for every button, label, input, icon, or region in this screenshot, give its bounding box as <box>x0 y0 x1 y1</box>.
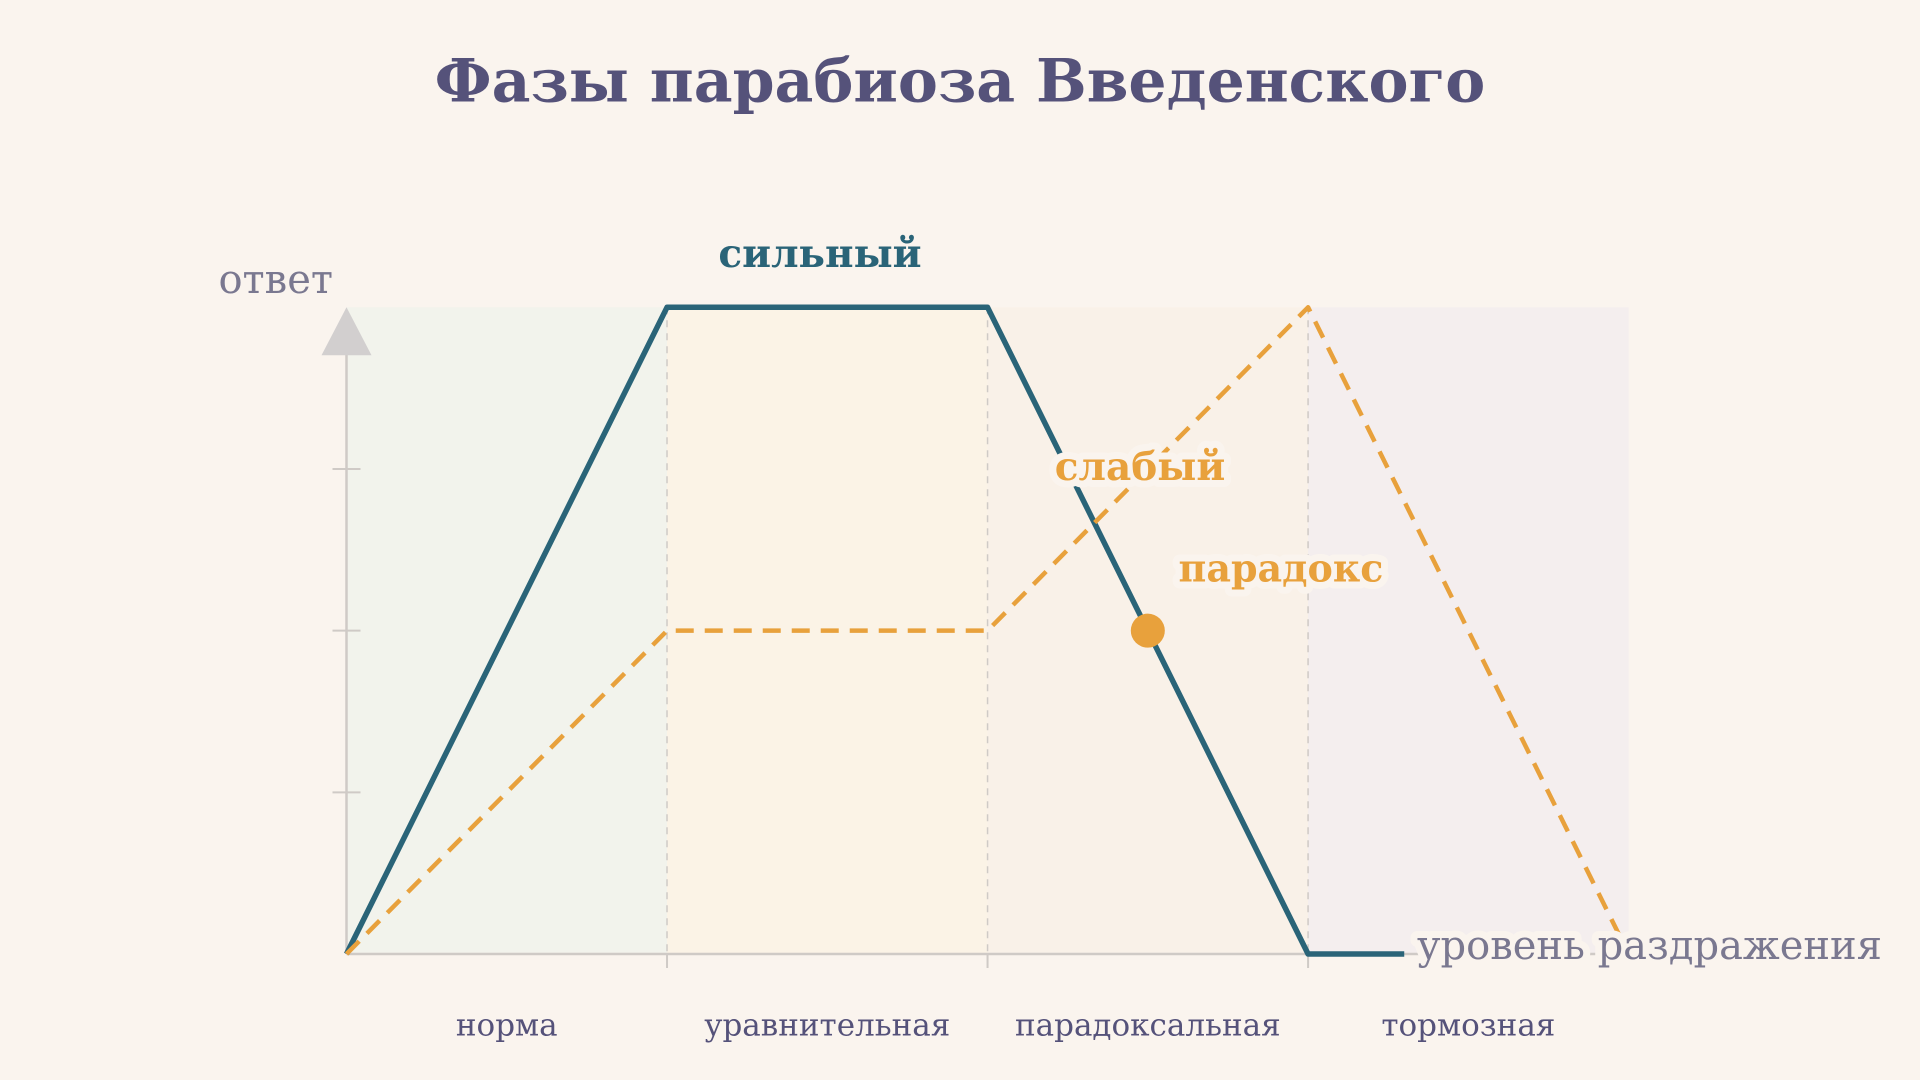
x-category-label: уравнительная <box>704 1008 950 1044</box>
series-label: сильный <box>718 231 921 277</box>
annotation-point <box>1130 613 1165 648</box>
annotation-label: парадокс <box>1179 546 1384 591</box>
y-axis-label: ответ <box>218 257 333 303</box>
series-line <box>344 304 1405 957</box>
y-axis-arrow <box>321 307 372 356</box>
x-category-label: парадоксальная <box>1015 1008 1281 1044</box>
x-axis-label: уровень раздражения <box>1417 923 1882 969</box>
chart-title: Фазы парабиоза Введенского <box>435 47 1486 117</box>
x-category-label: норма <box>456 1008 558 1044</box>
x-category-label: тормозная <box>1381 1008 1555 1044</box>
series-label: слабый <box>1055 444 1226 490</box>
series-line <box>344 305 1631 956</box>
